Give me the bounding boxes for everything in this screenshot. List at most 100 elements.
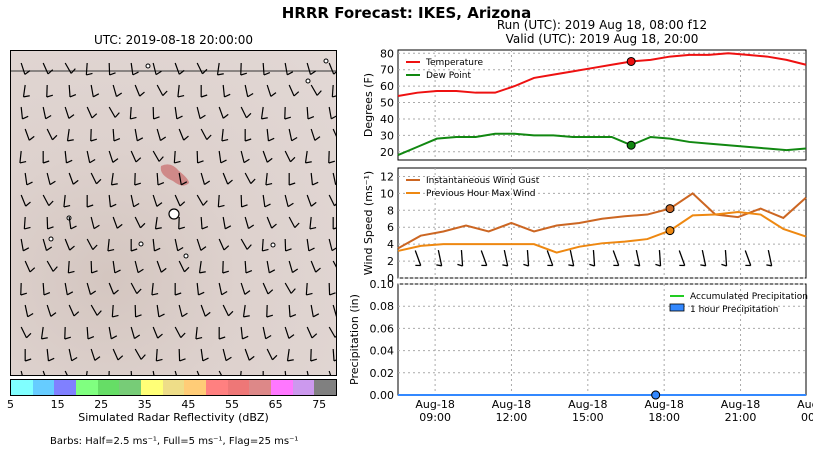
wind-barb bbox=[568, 250, 575, 267]
barb-staff bbox=[178, 304, 183, 317]
wind-barb bbox=[130, 194, 140, 208]
barb-flag bbox=[136, 137, 144, 142]
barb-staff bbox=[111, 304, 114, 318]
barb-staff bbox=[266, 260, 270, 273]
wind-barb bbox=[46, 260, 58, 272]
y-tick-label: 50 bbox=[380, 97, 394, 110]
wind-barb bbox=[90, 172, 102, 185]
wind-barb bbox=[156, 84, 168, 97]
wind-barb bbox=[178, 172, 188, 186]
barb-flag bbox=[523, 263, 529, 267]
barb-staff bbox=[288, 216, 296, 228]
barb-staff bbox=[134, 348, 142, 360]
barb-staff bbox=[198, 260, 202, 273]
barb-flag bbox=[268, 137, 275, 142]
colorbar-cell bbox=[184, 380, 207, 395]
barb-flag bbox=[92, 244, 98, 251]
wind-barb bbox=[262, 326, 272, 340]
barb-flag bbox=[679, 264, 685, 267]
barb-flag bbox=[307, 116, 315, 120]
barb-staff bbox=[328, 106, 332, 119]
barb-flag bbox=[288, 334, 295, 339]
barb-staff bbox=[244, 260, 247, 274]
barb-staff bbox=[222, 84, 226, 97]
series-line bbox=[397, 132, 807, 156]
wind-barb bbox=[108, 106, 120, 118]
barb-staff bbox=[266, 84, 272, 97]
barb-staff bbox=[242, 304, 246, 317]
barb-staff bbox=[332, 348, 335, 362]
barb-staff bbox=[19, 150, 22, 163]
wind-barb bbox=[86, 195, 94, 208]
wind-barb bbox=[502, 250, 509, 267]
colorbar-cell bbox=[292, 380, 315, 395]
legend-label: Previous Hour Max Wind bbox=[426, 189, 536, 199]
barb-legend-note: Barbs: Half=2.5 ms⁻¹, Full=5 ms⁻¹, Flag=… bbox=[50, 436, 299, 447]
barb-flag bbox=[241, 204, 248, 208]
barb-staff bbox=[262, 282, 269, 295]
barb-flag bbox=[330, 115, 336, 120]
x-tick-time: 09:00 bbox=[419, 411, 451, 424]
barb-flag bbox=[261, 117, 268, 120]
wind-barb bbox=[262, 282, 274, 295]
wind-barb bbox=[46, 304, 57, 317]
x-tick-date: Aug-19 bbox=[797, 398, 813, 411]
barb-flag bbox=[49, 180, 56, 186]
barb-staff bbox=[66, 128, 70, 141]
wind-barb bbox=[174, 283, 182, 296]
barb-flag bbox=[221, 291, 228, 296]
barb-staff bbox=[86, 326, 89, 340]
barb-flag bbox=[86, 204, 94, 208]
valid-time-marker bbox=[651, 390, 661, 400]
wind-barb bbox=[306, 62, 317, 76]
barb-flag bbox=[73, 311, 80, 317]
barb-flag bbox=[130, 116, 137, 120]
barb-staff bbox=[42, 238, 48, 251]
wind-barb bbox=[68, 84, 77, 98]
wind-barb bbox=[196, 238, 207, 251]
barb-staff bbox=[151, 282, 154, 295]
legend-swatch bbox=[669, 303, 685, 312]
barb-flag bbox=[140, 222, 146, 229]
city-marker bbox=[323, 58, 329, 64]
barb-flag bbox=[315, 267, 321, 273]
wind-barb bbox=[304, 150, 312, 164]
barb-staff bbox=[284, 282, 292, 294]
wind-barb bbox=[66, 128, 74, 142]
barb-flag bbox=[293, 91, 300, 97]
barb-staff bbox=[64, 150, 68, 163]
wind-barb bbox=[244, 172, 256, 185]
barb-staff bbox=[174, 238, 179, 251]
barb-flag bbox=[263, 72, 271, 76]
barb-staff bbox=[200, 348, 204, 361]
barb-staff bbox=[20, 62, 26, 75]
barb-staff bbox=[195, 326, 198, 339]
wind-barb bbox=[42, 62, 54, 75]
barb-staff bbox=[86, 150, 91, 163]
barb-staff bbox=[701, 250, 707, 266]
city-marker bbox=[138, 241, 144, 247]
barb-staff bbox=[84, 370, 88, 375]
wind-barb bbox=[242, 304, 250, 318]
barb-flag bbox=[227, 179, 233, 185]
colorbar-cell bbox=[206, 380, 228, 395]
wind-barb bbox=[174, 194, 186, 207]
barb-flag bbox=[272, 354, 278, 361]
y-tick-label: 0.08 bbox=[370, 300, 395, 313]
wind-barb bbox=[332, 260, 336, 272]
barb-flag bbox=[63, 204, 71, 208]
barb-flag bbox=[292, 268, 299, 274]
barb-flag bbox=[110, 203, 117, 208]
barb-flag bbox=[155, 227, 162, 230]
wind-barb bbox=[42, 282, 51, 296]
wind-barb bbox=[23, 216, 31, 230]
barb-flag bbox=[243, 158, 250, 164]
colorbar-tick-label: 15 bbox=[50, 398, 65, 411]
x-tick-date: Aug-18 bbox=[568, 398, 607, 411]
wind-barb bbox=[328, 106, 336, 120]
barb-flag bbox=[153, 116, 160, 120]
chart-panel-1: 0 2 4 6 8 10 12 Wind Speed (ms⁻¹) Instantaneous … bbox=[362, 167, 807, 285]
barb-flag bbox=[218, 204, 225, 208]
barb-staff bbox=[86, 106, 93, 119]
colorbar-cell bbox=[314, 380, 337, 395]
